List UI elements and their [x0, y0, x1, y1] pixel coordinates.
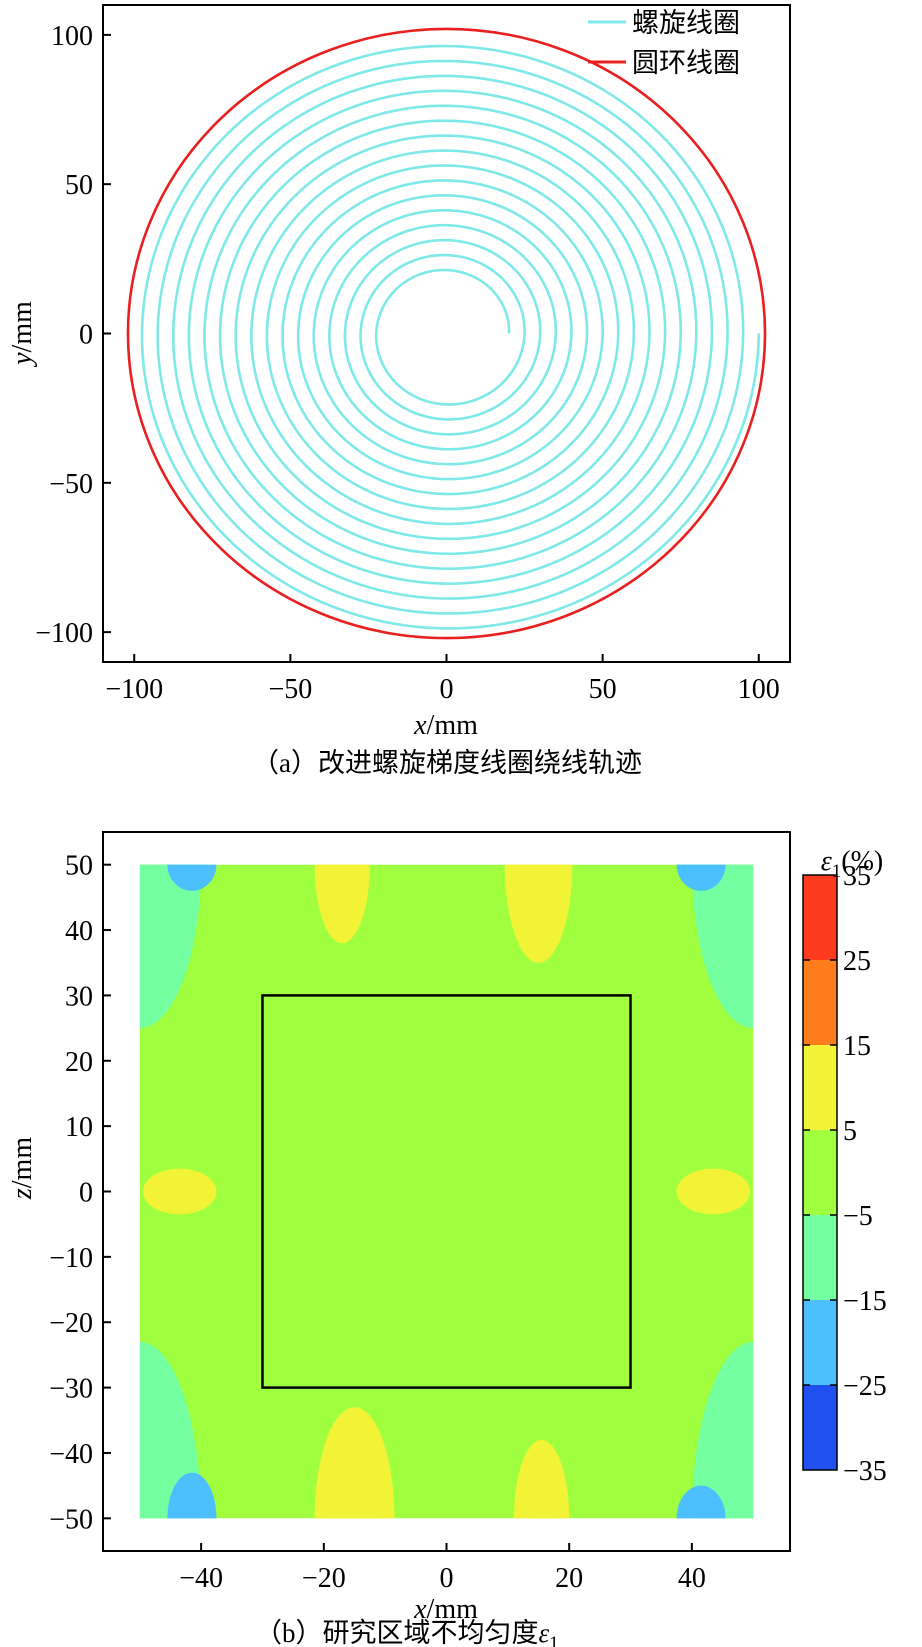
x-tick-label-a: 100	[738, 674, 780, 705]
colorbar-label: 35	[843, 861, 871, 892]
contour-region	[676, 864, 726, 891]
legend-label-spiral: 螺旋线圈	[632, 8, 740, 38]
panel-a: −100 −50 0 50 100 −100 −50 0 50 100 螺旋线圈 圆环线圈 x/m…	[7, 4, 791, 778]
colorbar-segment	[803, 1215, 837, 1300]
colorbar-segment	[803, 875, 837, 960]
y-tick-label-b: −40	[49, 1439, 93, 1470]
x-tick-label-b: 20	[555, 1563, 583, 1594]
y-tick-label-a: 100	[51, 21, 93, 52]
contour-region	[314, 1407, 395, 1519]
colorbar: 35 25 15 5 −5 −15 −25 −35	[802, 861, 887, 1487]
colorbar-segment	[803, 1130, 837, 1215]
x-axis-label-a: x/mm	[413, 710, 478, 741]
y-tick-label-b: 40	[65, 916, 93, 947]
y-tick-label-a: −50	[49, 469, 93, 500]
x-tick-label-a: −50	[268, 674, 312, 705]
contour-region	[167, 864, 217, 891]
caption-a: （a）改进螺旋梯度线圈绕线轨迹	[252, 748, 642, 778]
study-region-box	[261, 994, 632, 1389]
colorbar-label: −25	[843, 1371, 887, 1402]
colorbar-label: −35	[843, 1456, 887, 1487]
y-tick-label-b: 30	[65, 981, 93, 1012]
x-axis-label-b: x/mm	[413, 1594, 478, 1625]
x-tick-label-b: 40	[678, 1563, 706, 1594]
y-tick-label-b: −50	[49, 1504, 93, 1535]
contour-region	[504, 864, 573, 963]
contour-region	[142, 1168, 217, 1215]
contour-field	[139, 864, 754, 1519]
y-tick-label-a: 50	[65, 170, 93, 201]
x-tick-label-b: 0	[440, 1563, 454, 1594]
x-tick-label-a: −100	[105, 674, 163, 705]
y-tick-label-b: −10	[49, 1243, 93, 1274]
y-tick-label-b: 20	[65, 1047, 93, 1078]
x-tick-label-b: −20	[302, 1563, 346, 1594]
contour-region	[167, 1472, 217, 1519]
colorbar-segment	[803, 1300, 837, 1385]
contour-region	[513, 1439, 570, 1519]
plot-a-frame	[102, 4, 791, 663]
plot-a-series	[126, 27, 767, 640]
contour-region	[676, 1168, 751, 1215]
x-tick-label-a: 50	[589, 674, 617, 705]
colorbar-title: ε1(%)	[821, 846, 884, 882]
colorbar-label: 15	[843, 1031, 871, 1062]
plot-b-ticks: −40 −20 0 20 40 50 40 30 20 10 0 −10 −20 −30 −40 −50	[49, 851, 706, 1594]
y-tick-label-b: 50	[65, 851, 93, 882]
series-ring-coil	[126, 27, 767, 640]
colorbar-segment	[803, 960, 837, 1045]
colorbar-segment	[803, 1385, 837, 1470]
y-axis-label-b: z/mm	[7, 1137, 38, 1200]
colorbar-segment	[803, 1045, 837, 1130]
y-axis-label-a: y/mm	[7, 301, 38, 368]
y-tick-label-a: 0	[79, 320, 93, 351]
colorbar-frame	[802, 874, 838, 1471]
series-spiral-coil	[140, 44, 761, 630]
contour-region	[691, 1341, 754, 1519]
x-tick-label-b: −40	[179, 1563, 223, 1594]
y-tick-label-b: 10	[65, 1112, 93, 1143]
y-tick-label-b: −20	[49, 1308, 93, 1339]
x-tick-label-a: 0	[440, 674, 454, 705]
contour-region	[676, 1485, 726, 1519]
panel-b: −40 −20 0 20 40 50 40 30 20 10 0 −10 −20 −30 −40 −50 35…	[7, 831, 887, 1647]
contour-region	[139, 864, 202, 1029]
colorbar-label: −15	[843, 1286, 887, 1317]
caption-b: （b）研究区域不均匀度ε1	[255, 1618, 559, 1647]
y-tick-label-b: −30	[49, 1374, 93, 1405]
contour-background	[139, 864, 754, 1519]
colorbar-label: −5	[843, 1201, 873, 1232]
plot-a-ticks: −100 −50 0 50 100 −100 −50 0 50 100	[35, 21, 780, 705]
colorbar-label: 25	[843, 946, 871, 977]
y-tick-label-a: −100	[35, 618, 93, 649]
legend-label-ring: 圆环线圈	[632, 48, 740, 78]
legend-a: 螺旋线圈 圆环线圈	[588, 8, 740, 78]
contour-region	[314, 864, 370, 944]
contour-region	[691, 864, 754, 1029]
y-tick-label-b: 0	[79, 1178, 93, 1209]
colorbar-label: 5	[843, 1116, 857, 1147]
